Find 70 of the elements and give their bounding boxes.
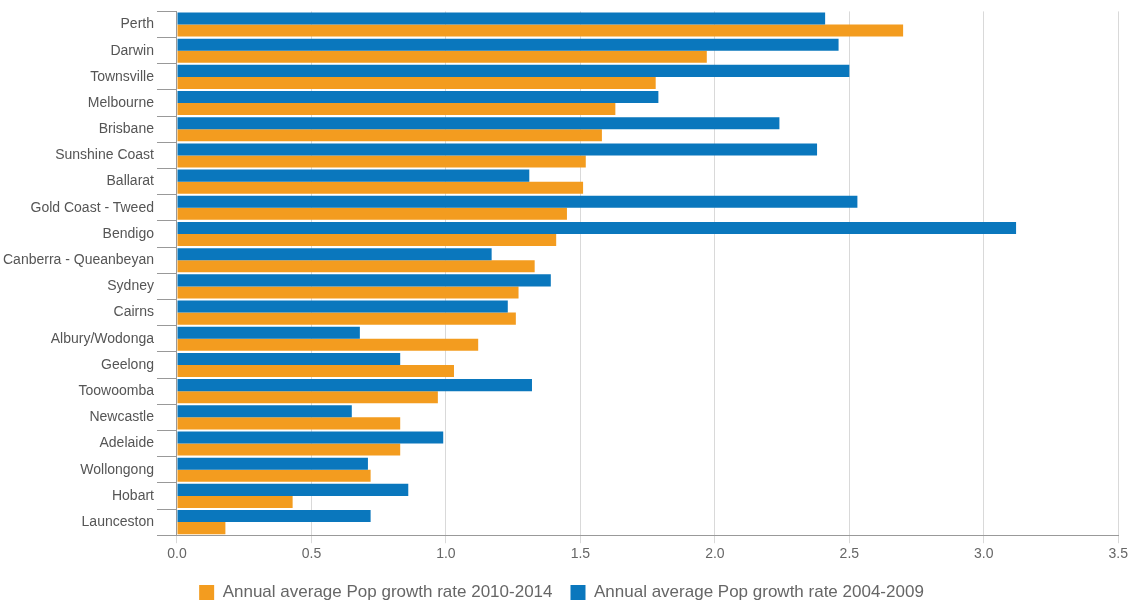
- x-tick-label: 1.5: [570, 545, 591, 562]
- bar: [177, 64, 850, 77]
- bar: [177, 260, 535, 273]
- y-tick-label: Brisbane: [98, 120, 155, 137]
- bar: [177, 510, 371, 523]
- bar: [177, 300, 508, 313]
- y-tick-label: Darwin: [110, 41, 154, 58]
- y-tick-label: Ballarat: [106, 172, 155, 189]
- bar: [177, 143, 818, 156]
- bar: [177, 248, 492, 261]
- y-tick-label: Townsville: [90, 67, 155, 84]
- y-tick-label: Launceston: [81, 512, 154, 529]
- bar: [177, 338, 479, 351]
- bar: [177, 181, 584, 194]
- bar: [177, 195, 858, 208]
- y-tick-label: Wollongong: [80, 460, 154, 477]
- bar: [177, 221, 1017, 235]
- bar: [177, 495, 293, 508]
- bar: [177, 103, 616, 116]
- bar: [177, 117, 780, 130]
- bar: [177, 24, 904, 37]
- legend-label: Annual average Pop growth rate 2004-2009: [594, 582, 924, 602]
- y-tick-label: Cairns: [113, 303, 154, 320]
- bar: [177, 326, 360, 339]
- y-tick-label: Toowoomba: [78, 382, 155, 399]
- bar: [177, 483, 409, 496]
- x-tick-label: 3.5: [1108, 545, 1129, 562]
- y-tick-label: Adelaide: [99, 434, 155, 451]
- bar: [177, 50, 707, 63]
- bar: [177, 234, 557, 247]
- x-tick-label: 3.0: [974, 545, 994, 562]
- bar: [177, 207, 567, 220]
- x-tick-label: 0.0: [167, 545, 187, 562]
- bar: [177, 457, 368, 470]
- bar: [177, 391, 438, 404]
- y-tick-label: Sunshine Coast: [55, 146, 155, 163]
- bar: [177, 155, 586, 168]
- bar: [177, 286, 519, 299]
- bar: [177, 76, 656, 89]
- y-tick-label: Perth: [120, 15, 154, 32]
- y-tick-label: Sydney: [107, 277, 154, 294]
- bar: [177, 364, 454, 378]
- bar: [177, 312, 516, 325]
- bar: [177, 38, 839, 51]
- y-tick-label: Gold Coast - Tweed: [30, 198, 154, 215]
- y-tick-label: Geelong: [101, 355, 154, 372]
- x-tick-label: 1.0: [436, 545, 456, 562]
- bar: [177, 379, 532, 392]
- bar: [177, 129, 602, 142]
- bar: [177, 169, 530, 182]
- bar: [177, 352, 401, 365]
- legend-label: Annual average Pop growth rate 2010-2014: [222, 582, 553, 602]
- y-tick-label: Canberra - Queanbeyan: [2, 251, 154, 268]
- y-tick-label: Bendigo: [102, 224, 155, 241]
- x-tick-label: 2.5: [839, 545, 860, 562]
- bar: [177, 12, 826, 25]
- bar: [177, 91, 659, 104]
- bar: [177, 274, 551, 287]
- bar: [177, 522, 226, 535]
- x-tick-label: 2.0: [705, 545, 725, 562]
- bar: [177, 431, 444, 444]
- bar: [177, 443, 401, 456]
- y-tick-label: Newcastle: [89, 408, 155, 425]
- bar: [177, 405, 352, 418]
- bar: [177, 469, 371, 482]
- y-tick-label: Hobart: [111, 486, 155, 503]
- y-tick-label: Melbourne: [87, 93, 155, 110]
- x-tick-label: 0.5: [301, 545, 322, 562]
- y-tick-label: Albury/Wodonga: [50, 329, 155, 346]
- bar: [177, 417, 401, 430]
